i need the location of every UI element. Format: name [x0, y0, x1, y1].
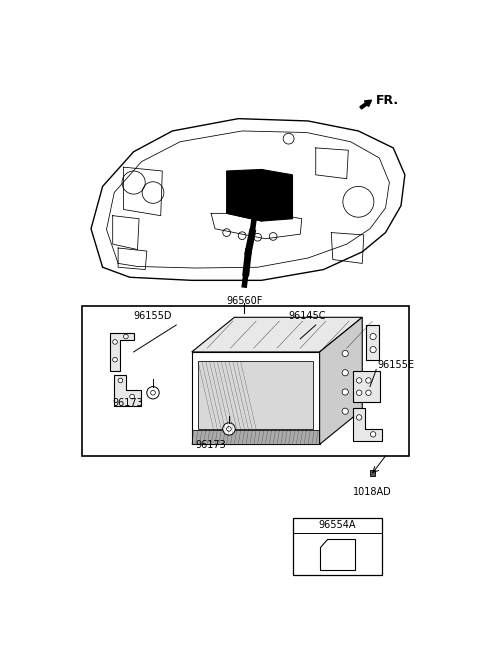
Bar	[82, 306, 409, 456]
Text: 96173: 96173	[196, 441, 227, 451]
Polygon shape	[320, 539, 355, 570]
Text: 1018AD: 1018AD	[353, 487, 392, 496]
Polygon shape	[110, 333, 133, 371]
Text: 96155E: 96155E	[378, 360, 415, 370]
Circle shape	[370, 333, 376, 340]
Polygon shape	[353, 371, 380, 402]
Circle shape	[147, 386, 159, 399]
FancyArrow shape	[360, 100, 372, 109]
Polygon shape	[227, 170, 292, 221]
Polygon shape	[114, 375, 142, 406]
Polygon shape	[192, 352, 320, 444]
Text: 96145C: 96145C	[288, 311, 326, 321]
Circle shape	[123, 334, 128, 339]
Polygon shape	[198, 361, 313, 429]
Polygon shape	[366, 325, 379, 360]
Text: 96560F: 96560F	[226, 296, 263, 306]
Bar	[192, 430, 320, 444]
Circle shape	[223, 422, 235, 435]
Polygon shape	[353, 408, 383, 441]
Circle shape	[151, 390, 156, 395]
Circle shape	[366, 390, 371, 396]
Circle shape	[227, 426, 231, 431]
Circle shape	[342, 369, 348, 376]
Text: 96155D: 96155D	[133, 311, 172, 321]
Circle shape	[342, 389, 348, 395]
Polygon shape	[192, 317, 362, 352]
Circle shape	[342, 350, 348, 356]
Bar	[292, 517, 382, 575]
Circle shape	[366, 378, 371, 383]
Circle shape	[113, 340, 117, 345]
Circle shape	[371, 432, 376, 437]
Circle shape	[342, 408, 348, 415]
Circle shape	[130, 394, 134, 399]
Text: 96173: 96173	[113, 398, 144, 408]
Polygon shape	[320, 317, 362, 444]
Text: 96554A: 96554A	[318, 520, 356, 530]
Circle shape	[357, 378, 362, 383]
Text: FR.: FR.	[376, 94, 399, 107]
Circle shape	[357, 415, 362, 420]
Circle shape	[118, 378, 123, 383]
Circle shape	[357, 390, 362, 396]
Circle shape	[113, 358, 117, 362]
Circle shape	[370, 346, 376, 353]
